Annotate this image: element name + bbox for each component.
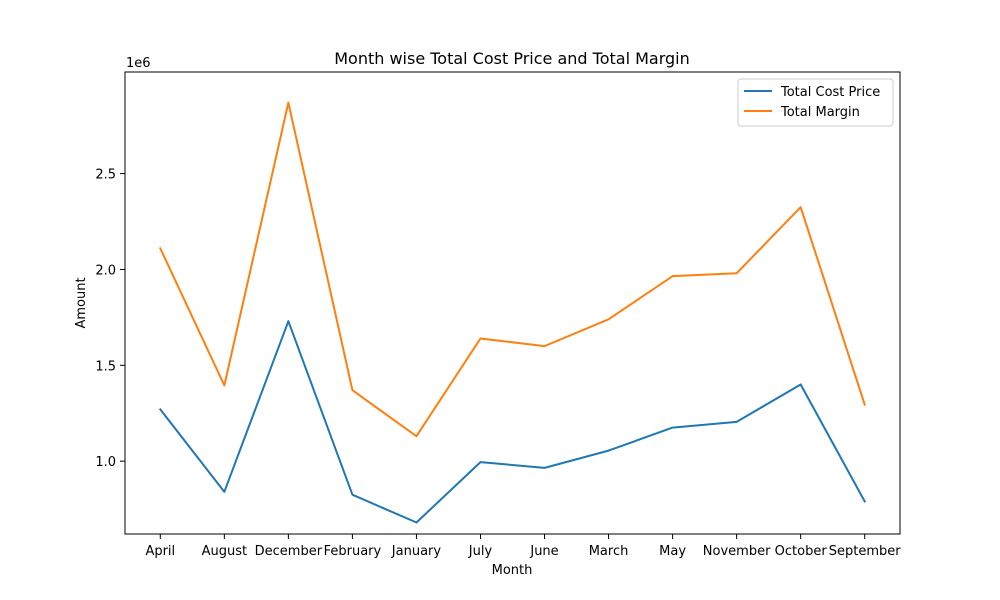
series-line-total-cost-price — [158, 320, 867, 524]
y-offset-label: 1e6 — [126, 56, 151, 71]
y-tick-label-2-0: 2.0 — [95, 263, 116, 278]
x-tick-label-may: May — [659, 544, 686, 559]
x-tick-label-july: July — [468, 544, 493, 559]
legend-box — [737, 78, 894, 127]
ticks-layer: April August December February January July Ju… — [95, 168, 901, 559]
series-line-total-margin — [158, 101, 866, 438]
legend: Total Cost Price Total Margin — [737, 78, 894, 127]
x-tick-label-february: February — [324, 544, 382, 559]
series-layer — [158, 101, 867, 524]
x-tick-label-october: October — [775, 544, 828, 559]
x-tick-label-april: April — [145, 544, 175, 559]
y-tick-label-1-5: 1.5 — [95, 359, 116, 374]
x-tick-label-november: November — [703, 544, 771, 559]
plot-frame — [124, 71, 901, 535]
x-tick-label-september: September — [829, 544, 902, 559]
x-tick-label-december: December — [255, 544, 323, 559]
x-tick-label-january: January — [391, 544, 442, 559]
x-axis-label: Month — [492, 563, 533, 578]
legend-label-total-cost-price: Total Cost Price — [780, 85, 880, 100]
legend-label-total-margin: Total Margin — [780, 105, 860, 120]
x-tick-label-june: June — [529, 544, 558, 559]
y-tick-label-1-0: 1.0 — [95, 455, 116, 470]
x-tick-label-august: August — [202, 544, 248, 559]
y-axis-label: Amount — [74, 277, 89, 328]
x-tick-label-march: March — [589, 544, 629, 559]
chart-title: Month wise Total Cost Price and Total Ma… — [334, 49, 690, 68]
y-tick-label-2-5: 2.5 — [95, 168, 116, 183]
